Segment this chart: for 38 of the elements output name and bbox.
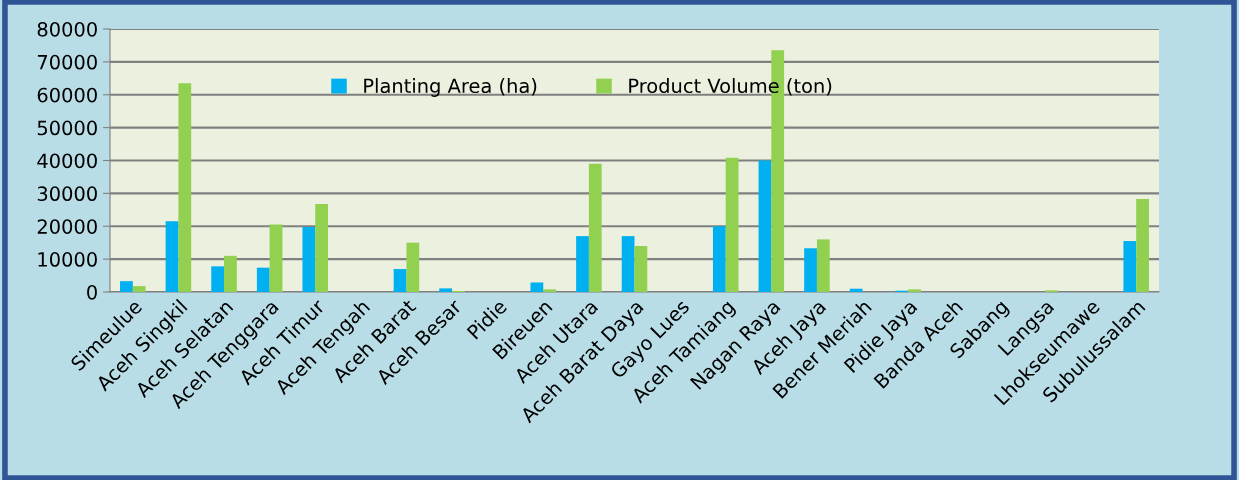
bar <box>439 288 453 292</box>
bar <box>132 286 146 292</box>
y-tick-label: 70000 <box>37 54 97 70</box>
bar <box>758 160 772 292</box>
y-tick-label: 20000 <box>37 219 97 234</box>
y-tick-label: 30000 <box>37 186 97 202</box>
bar <box>725 157 739 292</box>
bar <box>256 267 270 292</box>
y-tick-label: 40000 <box>37 153 97 169</box>
bar <box>588 163 602 292</box>
bar <box>211 266 225 292</box>
bar <box>816 239 830 292</box>
bar <box>406 242 420 292</box>
bar <box>120 281 133 292</box>
bar <box>530 282 544 292</box>
bar <box>302 226 316 292</box>
bar <box>576 236 589 292</box>
y-tick-label: 0 <box>87 284 97 300</box>
bar <box>804 248 817 292</box>
y-tick-label: 10000 <box>38 252 97 267</box>
y-tick-label: 80000 <box>37 21 97 37</box>
y-tick-label: 60000 <box>37 87 97 103</box>
bar <box>224 255 237 292</box>
bar <box>1136 198 1149 292</box>
legend-label: Planting Area (ha) <box>364 78 537 97</box>
bar <box>712 226 726 292</box>
bar <box>315 203 329 292</box>
bar <box>269 224 283 292</box>
bar <box>849 288 863 292</box>
bar <box>393 268 407 292</box>
bar <box>621 236 635 292</box>
y-tick-label: 50000 <box>37 120 97 136</box>
bar <box>634 245 648 292</box>
bar <box>178 83 192 292</box>
bar <box>1123 241 1137 292</box>
bar <box>543 289 557 292</box>
bar <box>908 289 921 292</box>
bar <box>165 221 179 292</box>
